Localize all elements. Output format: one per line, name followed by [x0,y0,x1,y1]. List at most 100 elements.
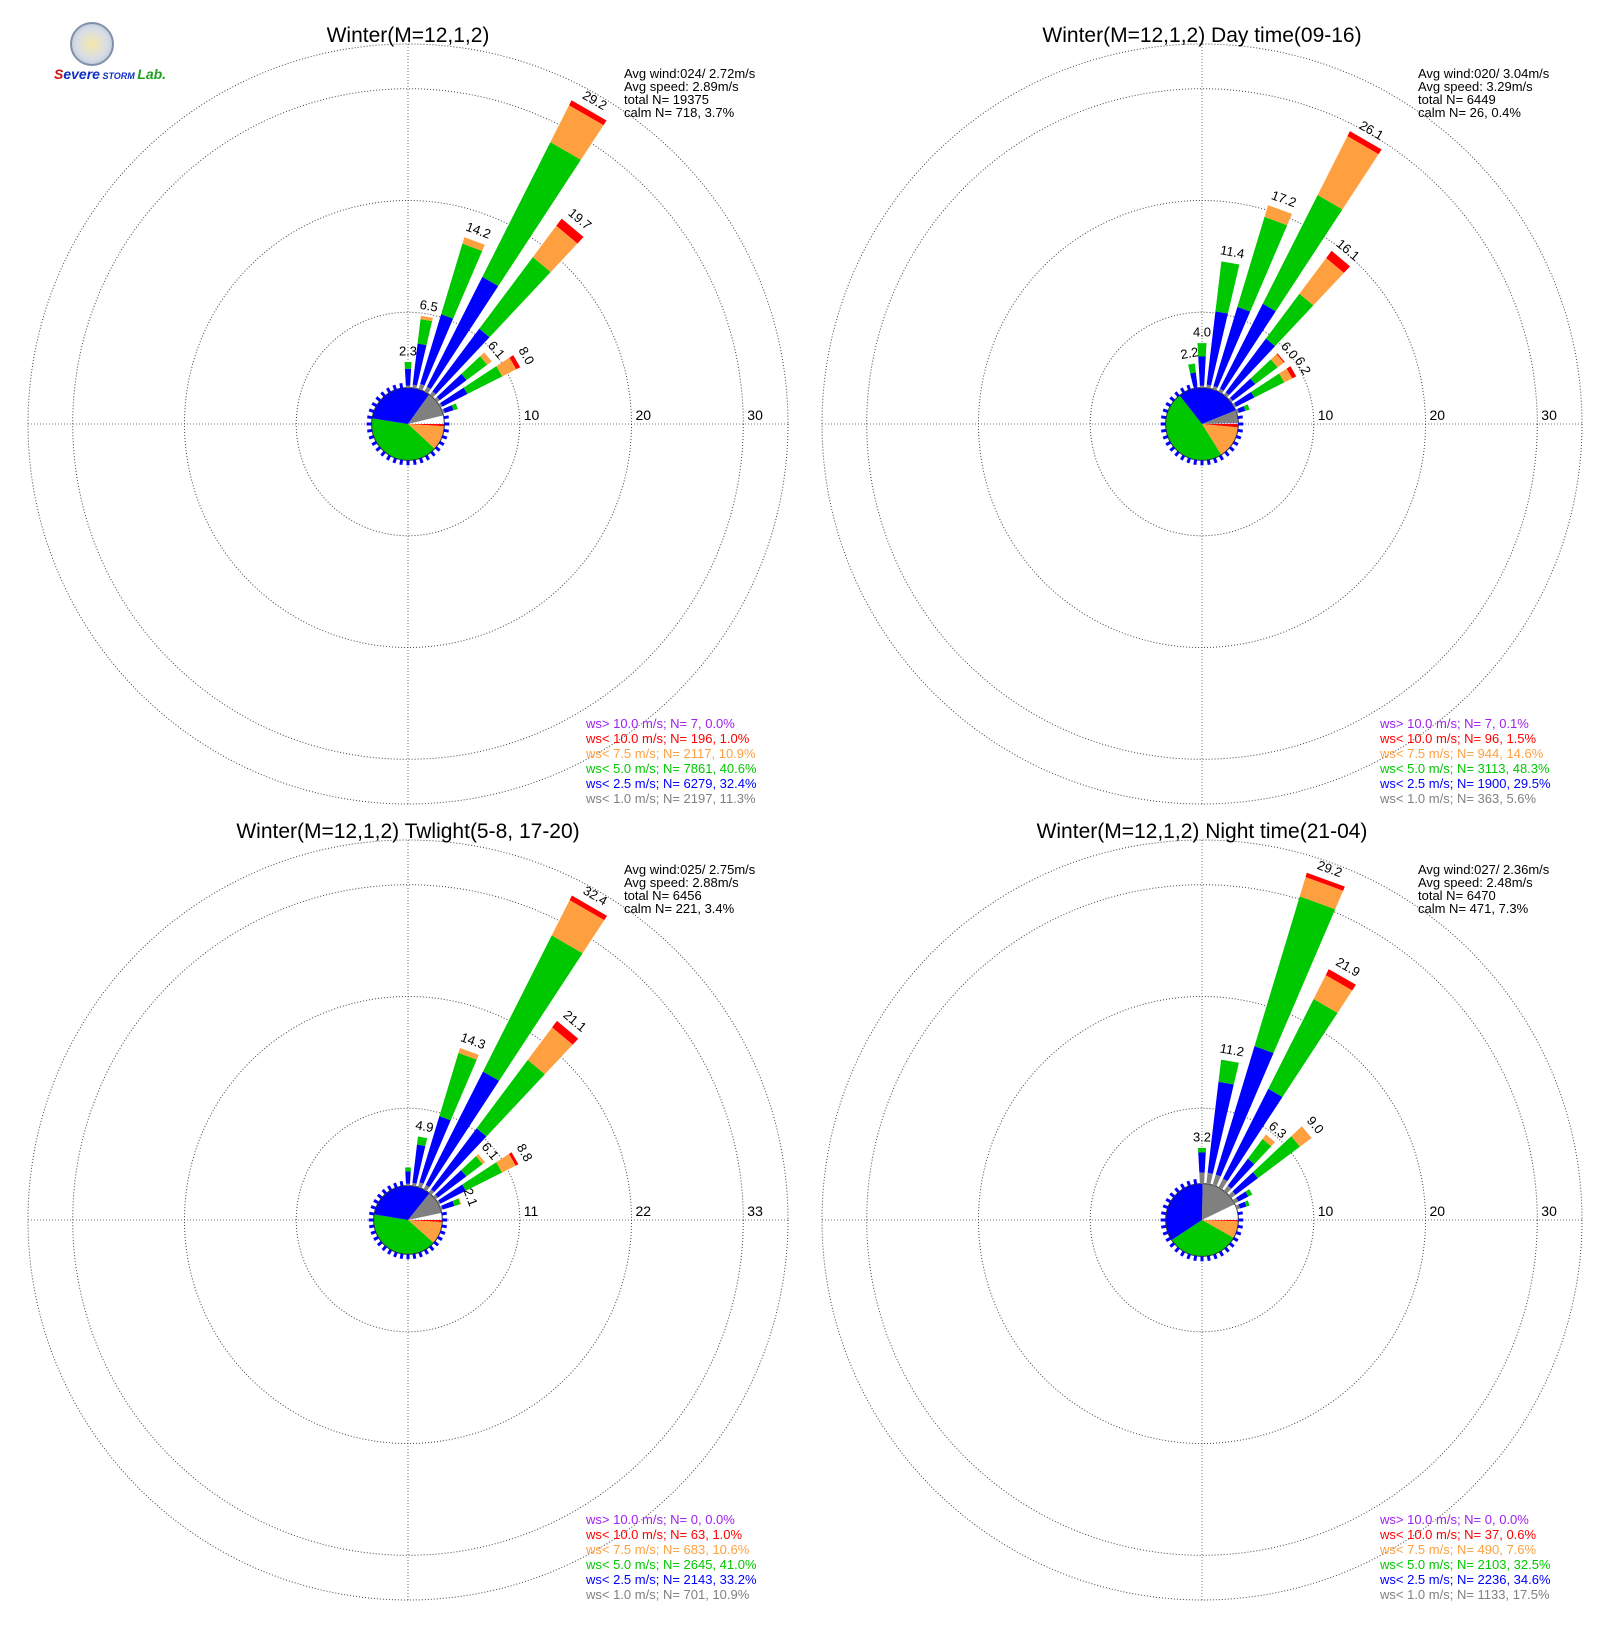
radial-ring [183,199,633,649]
minor-sector-mark [1161,415,1167,420]
minor-sector-mark [1165,1198,1172,1204]
sector-bar-segment [1244,1200,1250,1207]
sector-bar-segment [1262,195,1343,312]
sector-bar-segment [1347,131,1382,155]
pie-slice [1202,1220,1239,1222]
radial-tick-label: 20 [636,407,652,423]
pie-slice [1202,422,1239,424]
minor-sector-mark [430,450,436,457]
sector-bar-segment [441,1200,455,1210]
legend-entry: ws< 7.5 m/s; N= 2117, 10.9% [585,746,756,761]
sector-total-label: 2.2 [1179,344,1199,362]
minor-sector-mark [1161,1211,1167,1216]
minor-sector-mark [438,440,445,446]
sector-bar-segment [569,100,607,126]
minor-sector-mark [1213,1253,1218,1260]
radial-tick-label: 11 [524,1203,539,1219]
pie-slice [408,1220,443,1223]
radial-ring [977,199,1427,649]
minor-sector-mark [1213,457,1218,464]
minor-sector-mark [1180,1183,1186,1190]
sector-bar-segment [551,900,605,954]
sector-bar-segment [434,396,440,403]
minor-sector-mark [1237,1224,1243,1229]
sector-total-label: 14.3 [459,1029,488,1052]
sector-bar-segment [482,142,581,287]
sector-bar-segment [1234,391,1255,407]
minor-sector-mark [380,391,386,398]
panel-title: Winter(M=12,1,2) Twlight(5-8, 17-20) [236,820,579,843]
sector-bar-segment [1265,293,1314,347]
legend-entry: ws< 5.0 m/s; N= 7861, 40.6% [585,761,757,776]
radial-tick-label: 30 [1541,407,1557,423]
sector-bar-segment [426,276,499,389]
sector-total-label: 14.2 [464,219,493,242]
minor-sector-mark [1165,440,1172,446]
sector-bar-segment [1199,385,1205,388]
outer-ring [27,839,789,1601]
radial-ring [295,311,521,537]
sector-bar-segment [439,1052,477,1121]
sector-bar-segment [527,1027,573,1075]
sector-bar-segment [417,1182,424,1189]
sector-bar-segment [1197,1147,1207,1153]
sector-bar-segment [1215,1046,1274,1177]
minor-sector-mark [1206,459,1211,465]
stats-line: Avg speed: 2.89m/s [624,79,739,94]
minor-sector-mark [1174,391,1180,398]
sector-bar-segment [1235,1204,1241,1210]
minor-sector-mark [393,1182,398,1189]
legend-entry: ws< 5.0 m/s; N= 3113, 48.3% [1379,761,1550,776]
radial-ring [866,88,1538,760]
sector-bar-segment [433,1194,438,1200]
minor-sector-mark [1180,387,1186,394]
sector-bar-segment [1247,1138,1272,1165]
sector-total-label: 29.2 [1315,857,1344,880]
sector-bar-segment [1279,368,1293,383]
sector-bar-segment [1223,1185,1232,1194]
sector-bar-segment [1198,356,1206,386]
minor-sector-mark [1169,396,1176,402]
minor-sector-mark [1174,1246,1180,1253]
sector-bar-segment [1262,1134,1276,1147]
sector-bar-segment [1286,366,1297,379]
minor-sector-mark [1228,1242,1235,1248]
minor-sector-mark [368,435,375,440]
sector-bar-segment [1228,1191,1236,1199]
stats-line: Avg wind:025/ 2.75m/s [624,862,756,877]
minor-sector-mark [1232,440,1239,446]
sector-bar-segment [1212,1174,1221,1187]
pie-slice [1202,1183,1235,1220]
sector-bar-segment [452,1198,461,1206]
minor-sector-mark [1237,428,1243,433]
minor-sector-mark [439,1230,446,1235]
sector-bar-segment [461,356,488,381]
sector-bar-segment [441,408,445,414]
stats-line: Avg speed: 2.88m/s [624,875,739,890]
pie-slice [372,387,430,424]
minor-sector-mark [371,440,378,446]
sector-bar-segment [1237,406,1246,413]
sector-bar-segment [496,357,517,377]
sector-bar-segment [509,355,521,370]
sector-bar-segment [552,1020,579,1045]
radial-ring [295,1107,521,1333]
legend-entry: ws< 10.0 m/s; N= 196, 1.0% [585,731,750,746]
sector-bar-segment [1225,338,1276,396]
sector-bar-segment [496,1153,516,1173]
minor-sector-mark [1165,1236,1172,1242]
sector-bar-segment [412,343,427,386]
minor-sector-mark [370,1205,377,1210]
sector-bar-segment [1206,384,1212,389]
pie-slice [408,424,445,449]
sector-bar-segment [405,1167,411,1172]
pie-slice [1202,424,1239,455]
radial-ring [72,884,744,1556]
sector-bar-segment [1207,1081,1234,1174]
minor-sector-mark [392,457,397,464]
pie-slice [1179,387,1236,424]
minor-sector-mark [367,415,373,420]
sector-bar-segment [420,314,454,386]
sector-bar-segment [1305,872,1345,891]
pie-slice [1202,410,1239,424]
